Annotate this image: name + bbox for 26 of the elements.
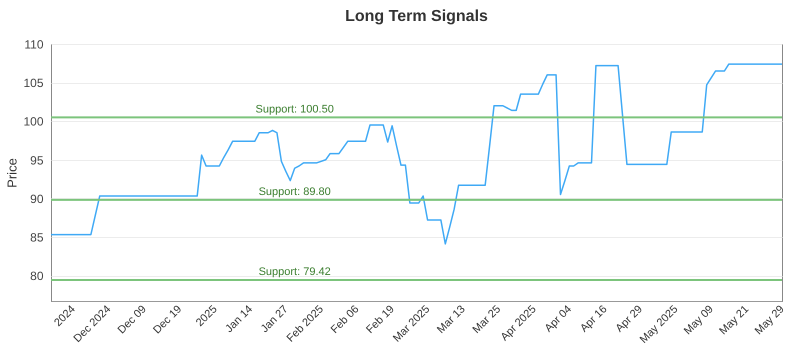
x-tick-label: May 21 bbox=[717, 303, 752, 338]
x-tick-label: Feb 06 bbox=[328, 303, 362, 336]
x-tick-label: Mar 13 bbox=[435, 303, 468, 336]
y-axis-title: Price bbox=[4, 158, 20, 188]
x-tick-label: Apr 29 bbox=[614, 303, 645, 335]
x-tick-label: Mar 25 bbox=[470, 303, 504, 336]
y-tick-label: 100 bbox=[23, 114, 44, 129]
x-tick-label: May 29 bbox=[752, 303, 787, 338]
ref-line-label: Support: 89.80 bbox=[258, 186, 331, 198]
x-tick-label: Apr 16 bbox=[578, 303, 610, 335]
y-tick-label: 90 bbox=[30, 192, 44, 206]
line-series bbox=[51, 63, 782, 245]
ref-line-label: Support: 100.50 bbox=[256, 103, 334, 116]
y-tick-label: 110 bbox=[24, 38, 44, 52]
x-tick-label: Dec 19 bbox=[151, 303, 184, 336]
x-tick-label: Feb 19 bbox=[364, 303, 397, 336]
x-tick-label: Jan 14 bbox=[223, 303, 256, 336]
chart-title: Long Term Signals bbox=[345, 8, 488, 25]
x-tick-label: Apr 04 bbox=[542, 303, 574, 335]
ref-line-label: Support: 79.42 bbox=[258, 266, 331, 278]
y-tick-label: 105 bbox=[23, 76, 44, 90]
y-tick-label: 80 bbox=[30, 269, 44, 284]
x-tick-label: May 09 bbox=[682, 303, 716, 338]
y-tick-label: 85 bbox=[30, 230, 44, 244]
y-tick-label: 95 bbox=[30, 153, 44, 168]
x-tick-label: Dec 09 bbox=[116, 303, 149, 336]
